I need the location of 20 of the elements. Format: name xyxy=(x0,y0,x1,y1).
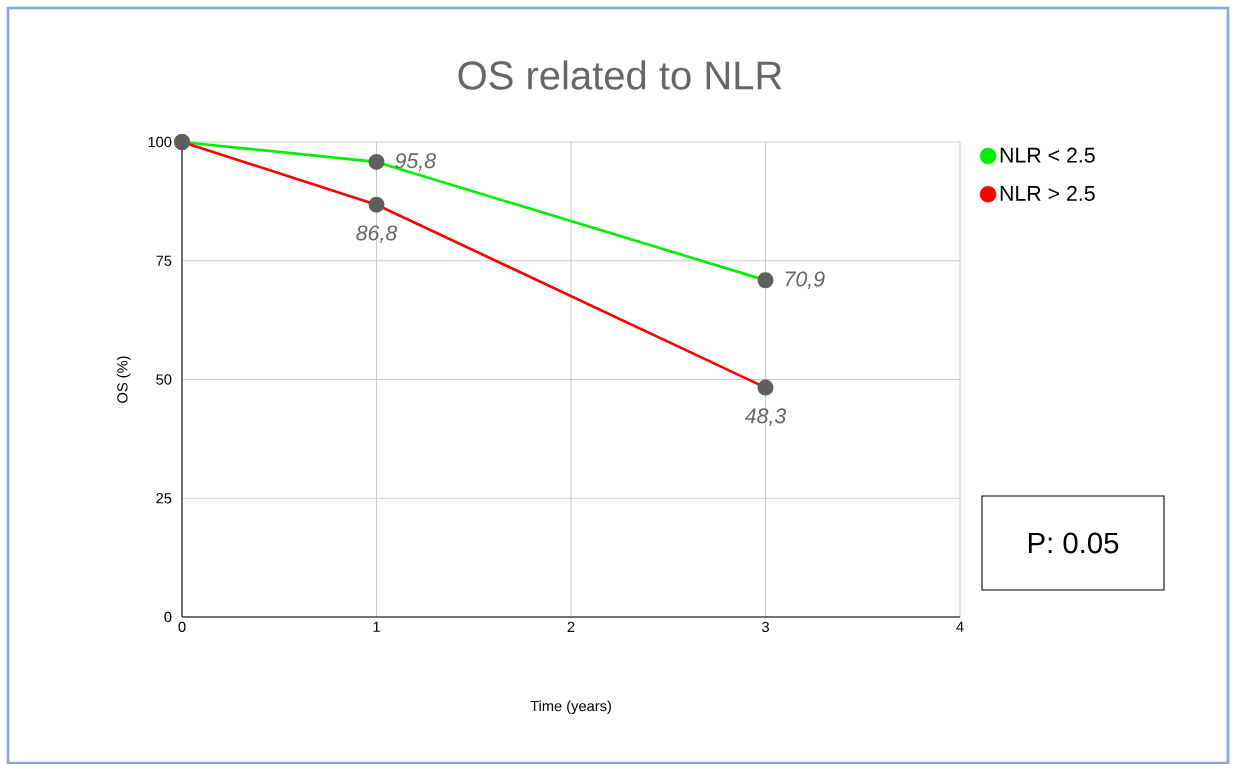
x-tick-label: 2 xyxy=(567,621,575,632)
x-tick-label: 1 xyxy=(373,621,380,632)
y-tick-label: 25 xyxy=(156,492,172,504)
chart-title: OS related to NLR xyxy=(458,60,782,90)
data-label: 95,8 xyxy=(395,152,436,171)
legend-label: NLR > 2.5 xyxy=(1000,185,1095,201)
y-axis-title: OS (%) xyxy=(116,356,131,403)
x-tick-label: 3 xyxy=(761,621,769,632)
x-tick-label: 0 xyxy=(178,621,186,632)
x-axis-title: Time (years) xyxy=(530,700,611,714)
data-label: 70,9 xyxy=(785,271,825,289)
y-tick-label: 75 xyxy=(156,255,172,266)
y-tick-label: 0 xyxy=(164,611,172,623)
x-tick-label: 4 xyxy=(956,621,964,632)
y-tick-label: 50 xyxy=(156,374,172,385)
y-tick-label: 100 xyxy=(148,136,172,148)
data-label: 86,8 xyxy=(356,225,398,243)
data-label: 48,3 xyxy=(744,408,787,426)
legend-label: NLR < 2.5 xyxy=(1000,147,1095,163)
text: P: 0.05 xyxy=(1028,532,1119,554)
